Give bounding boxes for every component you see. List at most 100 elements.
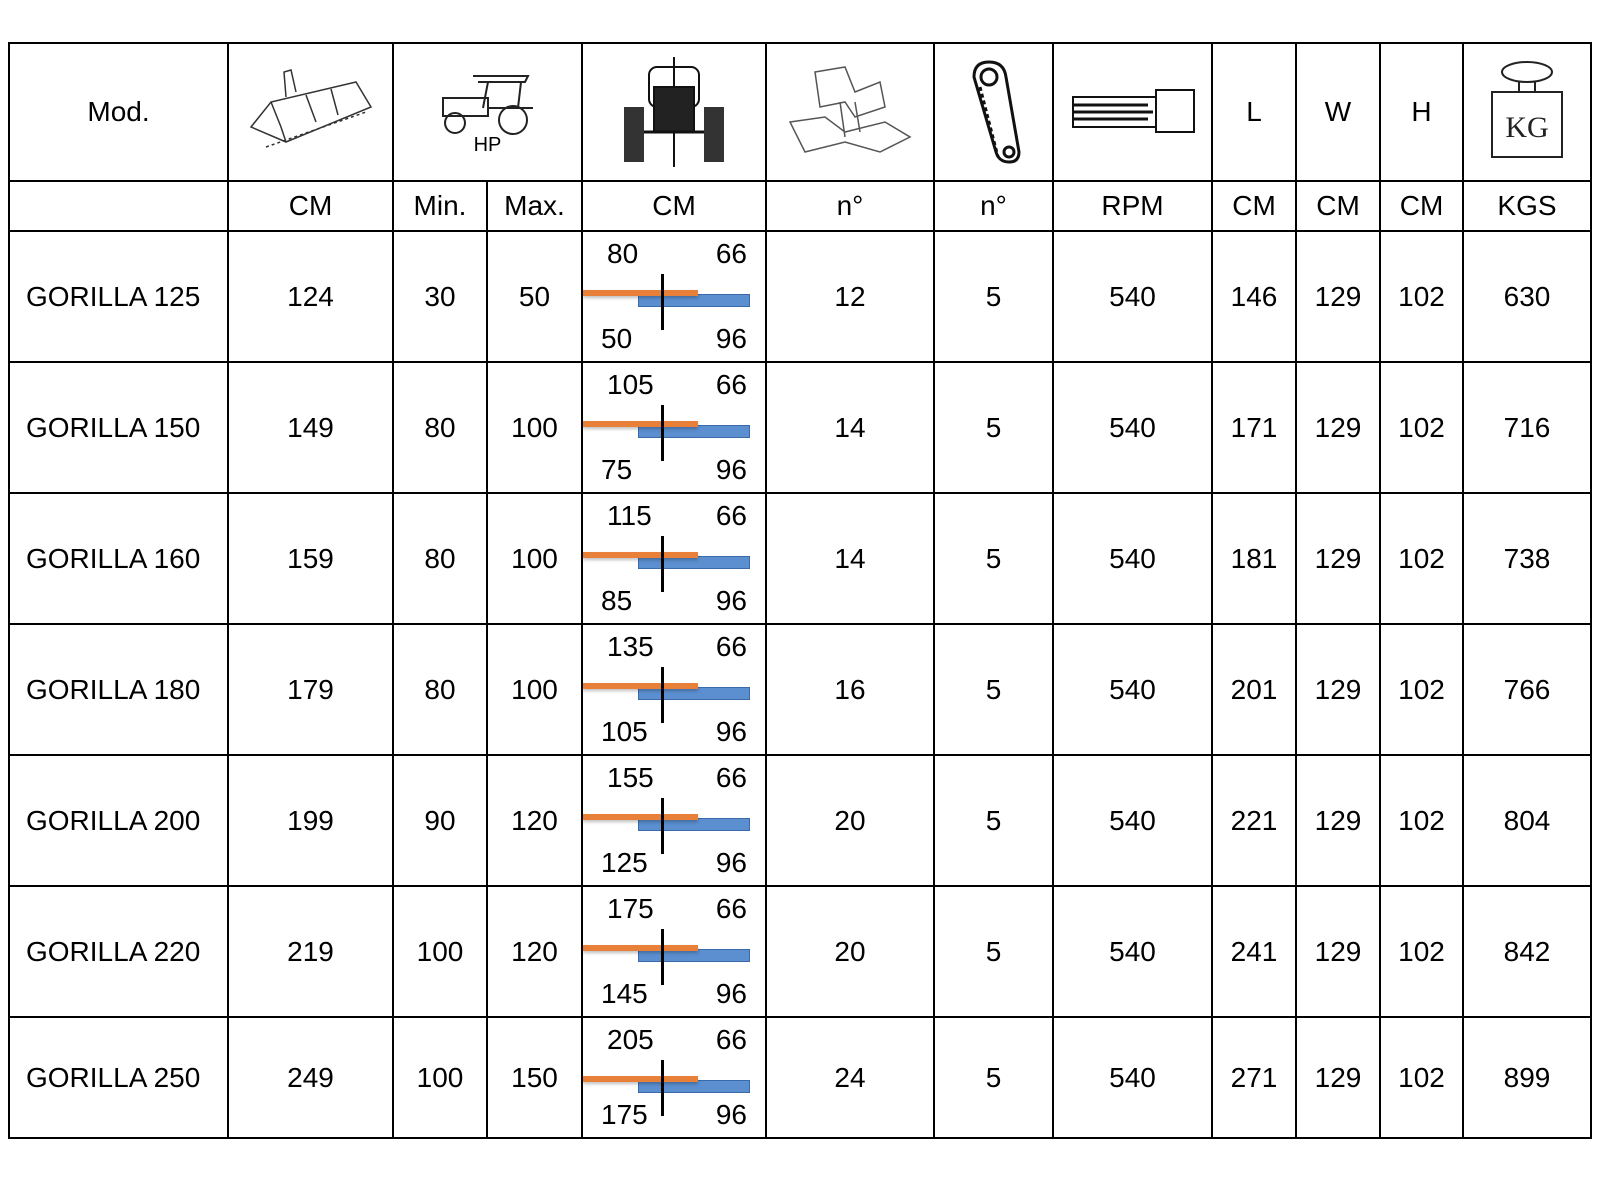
offset-top-right: 66 — [715, 1024, 747, 1055]
offset-top-right: 66 — [715, 369, 747, 400]
working-width: 249 — [227, 1016, 394, 1139]
belts-count: 5 — [933, 885, 1054, 1018]
length: 181 — [1211, 492, 1297, 625]
offset-bottom-right: 96 — [715, 978, 747, 1009]
offset-center-line — [661, 1060, 664, 1116]
offset-top-right: 66 — [715, 238, 747, 269]
pto-rpm: 540 — [1052, 754, 1213, 887]
weight: 738 — [1462, 492, 1592, 625]
offset-cell: 135 66 105 96 — [581, 623, 767, 756]
unit-offset: CM — [581, 180, 767, 232]
weight-icon-text: KG — [1505, 111, 1548, 144]
height: 102 — [1379, 361, 1464, 494]
working-width: 219 — [227, 885, 394, 1018]
blades-count: 24 — [765, 1016, 935, 1139]
length-header: L — [1211, 42, 1297, 182]
weight: 899 — [1462, 1016, 1592, 1139]
offset-bottom-left: 75 — [601, 454, 633, 485]
length: 271 — [1211, 1016, 1297, 1139]
offset-bar-orange — [583, 421, 698, 427]
working-width: 124 — [227, 230, 394, 363]
hp-max: 120 — [486, 754, 583, 887]
offset-cell: 105 66 75 96 — [581, 361, 767, 494]
hp-max: 100 — [486, 361, 583, 494]
offset-bar-orange — [583, 945, 698, 951]
pto-rpm: 540 — [1052, 361, 1213, 494]
table-row: GORILLA 150 149 80 100 105 66 75 96 14 5 540 1… — [8, 361, 1592, 494]
icon-header-row: Mod. HP L W H KG — [8, 42, 1592, 182]
belts-count: 5 — [933, 623, 1054, 756]
offset-top-left: 135 — [607, 631, 654, 662]
weight: 630 — [1462, 230, 1592, 363]
offset-bar-orange — [583, 552, 698, 558]
pto-rpm: 540 — [1052, 623, 1213, 756]
offset-center-line — [661, 929, 664, 985]
height: 102 — [1379, 623, 1464, 756]
offset-bottom-right: 96 — [715, 585, 747, 616]
model-name: GORILLA 125 — [8, 230, 229, 363]
belts-count: 5 — [933, 361, 1054, 494]
working-width: 199 — [227, 754, 394, 887]
hp-min: 30 — [392, 230, 488, 363]
hp-min: 100 — [392, 1016, 488, 1139]
offset-bottom-right: 96 — [715, 323, 747, 354]
hp-max: 100 — [486, 492, 583, 625]
working-width: 179 — [227, 623, 394, 756]
model-header: Mod. — [8, 42, 229, 182]
unit-blades: n° — [765, 180, 935, 232]
height: 102 — [1379, 885, 1464, 1018]
offset-top-left: 105 — [607, 369, 654, 400]
offset-bottom-left: 105 — [601, 716, 648, 747]
offset-center-line — [661, 536, 664, 592]
length: 221 — [1211, 754, 1297, 887]
offset-top-right: 66 — [715, 500, 747, 531]
hp-min: 80 — [392, 623, 488, 756]
weight: 842 — [1462, 885, 1592, 1018]
offset-bottom-left: 85 — [601, 585, 633, 616]
hp-min: 90 — [392, 754, 488, 887]
offset-top-left: 115 — [607, 500, 652, 531]
hp-label: HP — [473, 133, 502, 156]
table-row: GORILLA 160 159 80 100 115 66 85 96 14 5 540 1… — [8, 492, 1592, 625]
width: 129 — [1295, 623, 1381, 756]
model-name: GORILLA 160 — [8, 492, 229, 625]
tractor-side-icon: HP — [392, 42, 583, 182]
weight: 766 — [1462, 623, 1592, 756]
working-width: 159 — [227, 492, 394, 625]
offset-top-left: 80 — [607, 238, 639, 269]
blade-icon — [765, 42, 935, 182]
model-name: GORILLA 150 — [8, 361, 229, 494]
working-width-icon — [227, 42, 394, 182]
blades-count: 20 — [765, 754, 935, 887]
blades-count: 12 — [765, 230, 935, 363]
width: 129 — [1295, 885, 1381, 1018]
unit-width-dim: CM — [1295, 180, 1381, 232]
unit-empty — [8, 180, 229, 232]
pto-rpm: 540 — [1052, 492, 1213, 625]
offset-center-line — [661, 274, 664, 330]
hp-max: 120 — [486, 885, 583, 1018]
width: 129 — [1295, 230, 1381, 363]
unit-weight: KGS — [1462, 180, 1592, 232]
table-body: GORILLA 125 124 30 50 80 66 50 96 12 5 540 146… — [8, 230, 1592, 1139]
offset-bottom-right: 96 — [715, 847, 747, 878]
unit-belts: n° — [933, 180, 1054, 232]
blades-count: 14 — [765, 361, 935, 494]
offset-top-right: 66 — [715, 762, 747, 793]
offset-top-left: 175 — [607, 893, 654, 924]
length: 171 — [1211, 361, 1297, 494]
height: 102 — [1379, 754, 1464, 887]
hp-min: 80 — [392, 361, 488, 494]
hp-max: 50 — [486, 230, 583, 363]
hp-min: 80 — [392, 492, 488, 625]
offset-cell: 155 66 125 96 — [581, 754, 767, 887]
offset-top-right: 66 — [715, 893, 747, 924]
offset-cell: 115 66 85 96 — [581, 492, 767, 625]
unit-width: CM — [227, 180, 394, 232]
offset-bottom-right: 96 — [715, 454, 747, 485]
offset-cell: 80 66 50 96 — [581, 230, 767, 363]
units-row: CM Min. Max. CM n° n° RPM CM CM CM KGS — [8, 180, 1592, 232]
blades-count: 20 — [765, 885, 935, 1018]
pto-shaft-icon — [1052, 42, 1213, 182]
width-header: W — [1295, 42, 1381, 182]
